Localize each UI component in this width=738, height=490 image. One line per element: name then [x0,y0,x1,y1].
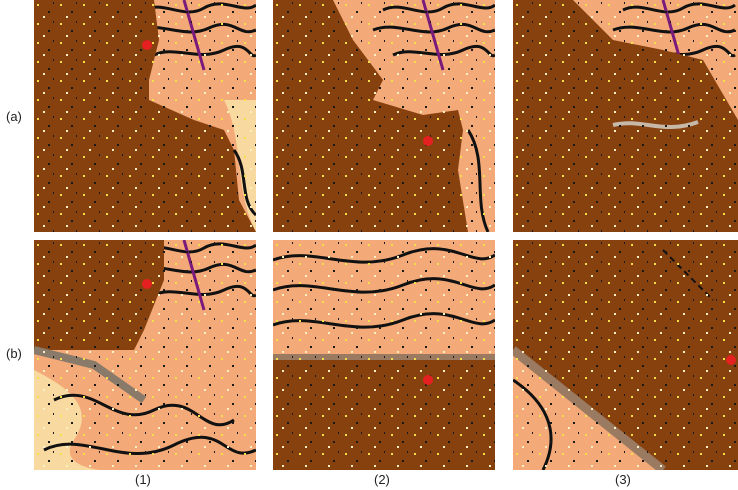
map-panel [513,0,738,232]
column-label: (1) [135,472,151,487]
map-panel [273,0,495,232]
map-panel [34,240,256,470]
map-panel [34,0,256,232]
column-label: (2) [374,472,390,487]
map-panel [273,240,495,470]
row-label: (b) [6,346,22,361]
map-panel [513,240,738,470]
row-label: (a) [6,109,22,124]
column-label: (3) [615,472,631,487]
